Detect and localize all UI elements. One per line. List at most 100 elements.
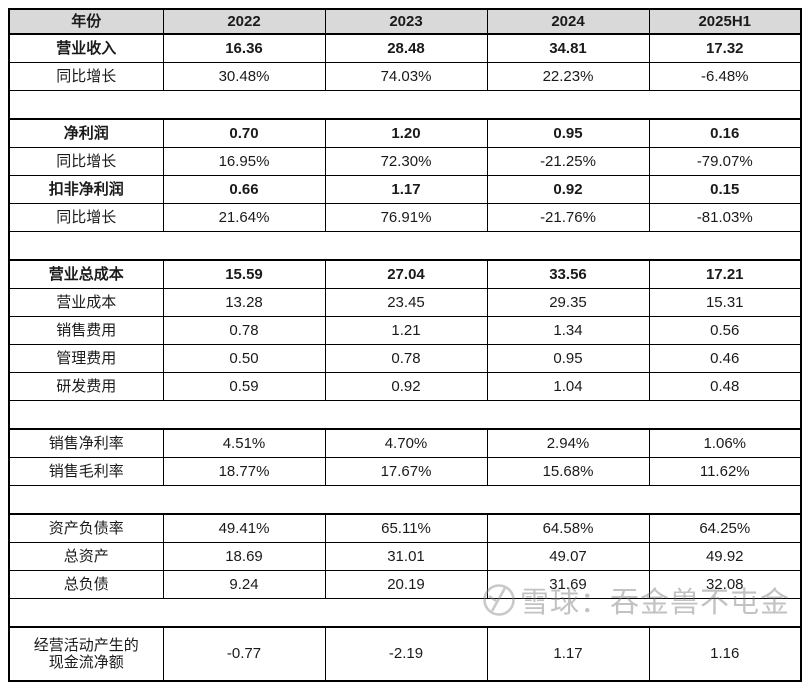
value-cell: 49.41% [162, 513, 326, 543]
value-cell: 0.78 [162, 316, 326, 345]
metric-label-cell: 管理费用 [8, 344, 164, 373]
metric-label-cell: 销售净利率 [8, 428, 164, 458]
metric-label-cell: 扣非净利润 [8, 175, 164, 204]
metric-label-cell: 营业成本 [8, 288, 164, 317]
table-row: 营业收入 16.36 28.48 34.81 17.32 [8, 33, 802, 63]
value-cell: 1.04 [486, 372, 650, 401]
metric-label-cell: 总资产 [8, 542, 164, 571]
value-cell: 4.51% [162, 428, 326, 458]
spacer-row [9, 598, 801, 628]
value-cell: 1.16 [648, 626, 802, 682]
value-cell: 64.25% [648, 513, 802, 543]
table-row: 研发费用 0.59 0.92 1.04 0.48 [8, 372, 802, 401]
metric-label-cell: 销售费用 [8, 316, 164, 345]
table-row: 总负债 9.24 20.19 31.69 32.08 [8, 570, 802, 599]
value-cell: 0.92 [486, 175, 650, 204]
value-cell: 28.48 [324, 33, 488, 63]
value-cell: 64.58% [486, 513, 650, 543]
value-cell: 0.70 [162, 118, 326, 148]
metric-label-cell: 同比增长 [8, 62, 164, 91]
value-cell: 0.78 [324, 344, 488, 373]
table-row: 扣非净利润 0.66 1.17 0.92 0.15 [8, 175, 802, 204]
table-row: 销售净利率 4.51% 4.70% 2.94% 1.06% [8, 428, 802, 458]
table-row: 总资产 18.69 31.01 49.07 49.92 [8, 542, 802, 571]
value-cell: -79.07% [648, 147, 802, 176]
spacer-cell [9, 231, 801, 261]
value-cell: 1.17 [324, 175, 488, 204]
value-cell: 17.67% [324, 457, 488, 486]
table-row: 同比增长 16.95% 72.30% -21.25% -79.07% [8, 147, 802, 176]
spacer-row [9, 231, 801, 261]
value-cell: 0.48 [648, 372, 802, 401]
value-cell: 30.48% [162, 62, 326, 91]
value-cell: -2.19 [324, 626, 488, 682]
value-cell: 22.23% [486, 62, 650, 91]
metric-label-cell: 净利润 [8, 118, 164, 148]
value-cell: 32.08 [648, 570, 802, 599]
value-cell: 15.31 [648, 288, 802, 317]
value-cell: 0.46 [648, 344, 802, 373]
value-cell: 29.35 [486, 288, 650, 317]
table-header-row: 年份 2022 2023 2024 2025H1 [8, 8, 802, 35]
table-row: 销售毛利率 18.77% 17.67% 15.68% 11.62% [8, 457, 802, 486]
value-cell: 2.94% [486, 428, 650, 458]
financial-summary-table: 年份 2022 2023 2024 2025H1 营业收入 16.36 28.48 34.81 1… [8, 8, 802, 682]
value-cell: 18.69 [162, 542, 326, 571]
value-cell: 31.01 [324, 542, 488, 571]
metric-label-cell: 研发费用 [8, 372, 164, 401]
value-cell: 0.95 [486, 118, 650, 148]
table-row: 同比增长 30.48% 74.03% 22.23% -6.48% [8, 62, 802, 91]
value-cell: 15.68% [486, 457, 650, 486]
table-row: 销售费用 0.78 1.21 1.34 0.56 [8, 316, 802, 345]
value-cell: 33.56 [486, 259, 650, 289]
metric-label-cell: 资产负债率 [8, 513, 164, 543]
metric-label-cell: 经营活动产生的 现金流净额 [8, 626, 164, 682]
spacer-cell [9, 598, 801, 628]
value-cell: 0.92 [324, 372, 488, 401]
spacer-cell [9, 400, 801, 430]
value-cell: 21.64% [162, 203, 326, 232]
year-column-header: 2025H1 [648, 8, 802, 35]
table-row: 净利润 0.70 1.20 0.95 0.16 [8, 118, 802, 148]
value-cell: 0.59 [162, 372, 326, 401]
value-cell: -21.76% [486, 203, 650, 232]
table-row: 同比增长 21.64% 76.91% -21.76% -81.03% [8, 203, 802, 232]
value-cell: 13.28 [162, 288, 326, 317]
value-cell: 72.30% [324, 147, 488, 176]
value-cell: 1.34 [486, 316, 650, 345]
table-row: 营业成本 13.28 23.45 29.35 15.31 [8, 288, 802, 317]
value-cell: 23.45 [324, 288, 488, 317]
value-cell: 15.59 [162, 259, 326, 289]
table-row: 管理费用 0.50 0.78 0.95 0.46 [8, 344, 802, 373]
value-cell: 65.11% [324, 513, 488, 543]
value-cell: 0.95 [486, 344, 650, 373]
value-cell: -21.25% [486, 147, 650, 176]
metric-label-cell: 同比增长 [8, 147, 164, 176]
metric-label-cell: 销售毛利率 [8, 457, 164, 486]
value-cell: 74.03% [324, 62, 488, 91]
value-cell: 9.24 [162, 570, 326, 599]
value-cell: 17.21 [648, 259, 802, 289]
year-header-cell: 年份 [8, 8, 164, 35]
metric-label-cell: 总负债 [8, 570, 164, 599]
value-cell: 34.81 [486, 33, 650, 63]
year-column-header: 2022 [162, 8, 326, 35]
value-cell: 76.91% [324, 203, 488, 232]
metric-label-cell: 同比增长 [8, 203, 164, 232]
spacer-row [9, 485, 801, 515]
value-cell: 49.92 [648, 542, 802, 571]
value-cell: 49.07 [486, 542, 650, 571]
value-cell: 1.06% [648, 428, 802, 458]
value-cell: 1.21 [324, 316, 488, 345]
value-cell: 11.62% [648, 457, 802, 486]
value-cell: -6.48% [648, 62, 802, 91]
value-cell: 1.17 [486, 626, 650, 682]
value-cell: 4.70% [324, 428, 488, 458]
spacer-row [9, 400, 801, 430]
spacer-cell [9, 90, 801, 120]
value-cell: -0.77 [162, 626, 326, 682]
metric-label-cell: 营业收入 [8, 33, 164, 63]
value-cell: 20.19 [324, 570, 488, 599]
value-cell: 0.66 [162, 175, 326, 204]
table-row: 资产负债率 49.41% 65.11% 64.58% 64.25% [8, 513, 802, 543]
